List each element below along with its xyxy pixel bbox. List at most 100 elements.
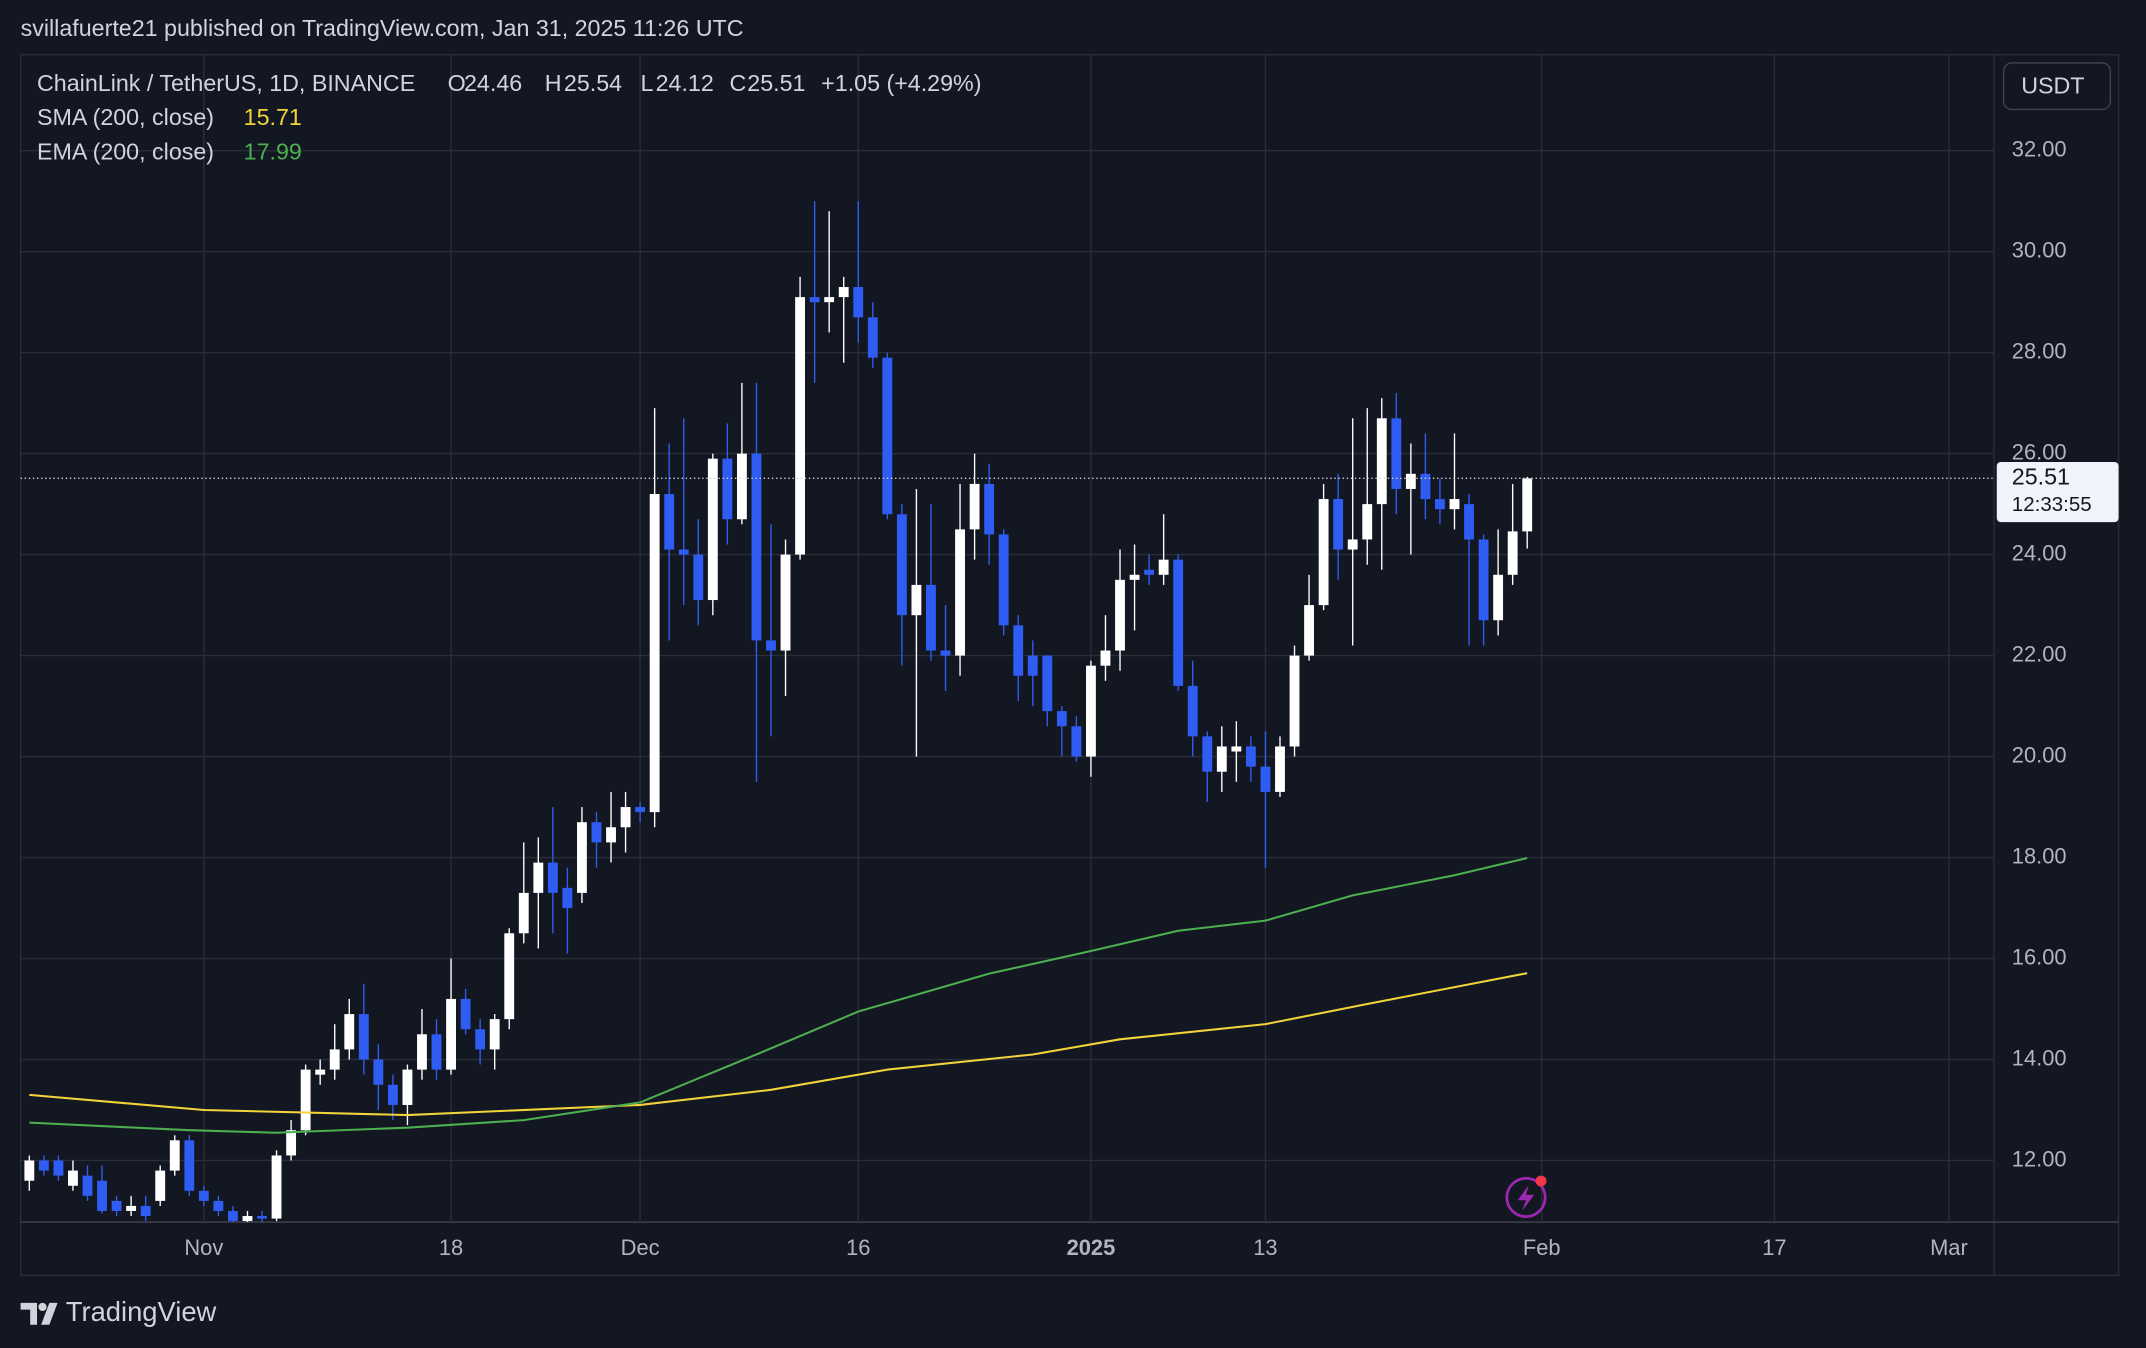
footer-brand: TradingView [66, 1296, 217, 1327]
candle-body [97, 1180, 107, 1211]
y-tick-label: 26.00 [2012, 439, 2067, 464]
ohlc-label: H [545, 70, 562, 96]
candle-body [1493, 574, 1504, 621]
candle-body [736, 453, 747, 520]
y-tick-label: 28.00 [2012, 338, 2067, 363]
x-tick-label: 13 [1253, 1235, 1277, 1260]
candle-body [53, 1160, 64, 1176]
candle-body [1362, 504, 1373, 540]
candle-body [824, 297, 835, 303]
indicator-line [29, 857, 1528, 1134]
ohlc-label: O [448, 70, 466, 96]
candle-body [1260, 766, 1271, 792]
candle-body [155, 1170, 166, 1201]
x-tick-label: Dec [621, 1235, 660, 1260]
y-tick-label: 16.00 [2012, 944, 2067, 969]
x-tick-label: Nov [184, 1235, 223, 1260]
plot [20, 201, 1995, 1223]
candle-body [1013, 625, 1024, 676]
candle-body [169, 1140, 180, 1171]
y-tick-label: 30.00 [2012, 237, 2067, 262]
ohlc-value: 25.51 [747, 70, 805, 96]
candle-body [373, 1059, 384, 1085]
candle-body [882, 357, 893, 515]
candle-body [635, 807, 646, 813]
candle-body [1129, 574, 1140, 580]
price-tag-value: 25.51 [2012, 464, 2070, 490]
candle-body [1071, 726, 1082, 757]
candle-body [402, 1069, 413, 1105]
candle-body [300, 1069, 311, 1131]
indicator-value: 17.99 [244, 138, 302, 164]
currency-button[interactable] [2002, 62, 2112, 111]
candle-body [1522, 478, 1533, 532]
change: +1.05 (+4.29%) [821, 70, 981, 96]
ohlc-value: 25.54 [564, 70, 622, 96]
candle-body [1086, 665, 1096, 757]
y-tick-label: 18.00 [2012, 843, 2067, 868]
candle-body [227, 1210, 238, 1222]
candle-body [620, 807, 631, 828]
symbol-title: ChainLink / TetherUS, 1D, BINANCE [37, 70, 415, 96]
candle-body [678, 549, 689, 555]
candle-body [1173, 559, 1184, 686]
y-tick-label: 12.00 [2012, 1146, 2067, 1171]
candle-body [1478, 539, 1489, 621]
candle-body [533, 862, 544, 893]
y-tick-label: 22.00 [2012, 641, 2067, 666]
candle-body [257, 1216, 267, 1219]
candle-body [809, 297, 820, 303]
candle-body [896, 514, 907, 616]
candle-body [795, 297, 806, 555]
ohlc-label: L [641, 70, 654, 96]
candle-body [955, 529, 965, 656]
candle-body [1100, 650, 1111, 666]
candle-body [664, 494, 675, 550]
candle-body [1056, 711, 1067, 727]
candle-body [446, 998, 456, 1070]
footer-logo [20, 1302, 58, 1325]
currency[interactable]: USDT [2021, 73, 2084, 99]
candle-body [998, 534, 1009, 626]
candle-body [606, 827, 616, 843]
candle-body [1275, 746, 1285, 792]
candle-body [24, 1160, 35, 1181]
ohlc-value: 24.12 [656, 70, 714, 96]
alert-icon[interactable] [1505, 1175, 1547, 1218]
candle-body [431, 1034, 442, 1070]
candle-body [315, 1069, 326, 1075]
candle-body [853, 287, 864, 318]
candle-body [518, 892, 529, 934]
candle-body [504, 933, 515, 1020]
ohlc-label: C [729, 70, 746, 96]
candle-body [460, 998, 471, 1030]
candle-body [271, 1155, 282, 1219]
candle-body [1144, 569, 1155, 575]
ohlc-value: 24.46 [464, 70, 522, 96]
candle-body [766, 640, 776, 651]
candle-body [838, 287, 849, 298]
y-tick-label: 20.00 [2012, 742, 2067, 767]
candle-body [198, 1190, 209, 1201]
x-tick-label: 17 [1762, 1235, 1786, 1260]
candle-body [126, 1205, 137, 1211]
candle-body [1202, 736, 1213, 772]
candle-body [286, 1130, 297, 1156]
candle-body [722, 458, 733, 520]
candle-body [1289, 655, 1300, 747]
chart-pane [19, 54, 2120, 1277]
x-tick-label: Mar [1930, 1235, 1968, 1260]
candle-body [707, 458, 718, 601]
candle-body [1245, 746, 1256, 767]
candle-body [940, 650, 951, 656]
y-tick-label: 32.00 [2012, 136, 2067, 161]
candle-body [693, 554, 704, 601]
candle-body [184, 1140, 195, 1191]
candle-body [1507, 531, 1518, 575]
candle-body [649, 494, 660, 813]
axes: 12.00 14.00 16.00 18.00 20.00 22.00 24.00 26.00… [37, 70, 2119, 1260]
candle-body [1304, 605, 1314, 656]
candle-body [1391, 418, 1402, 489]
candle-body [1115, 579, 1125, 651]
